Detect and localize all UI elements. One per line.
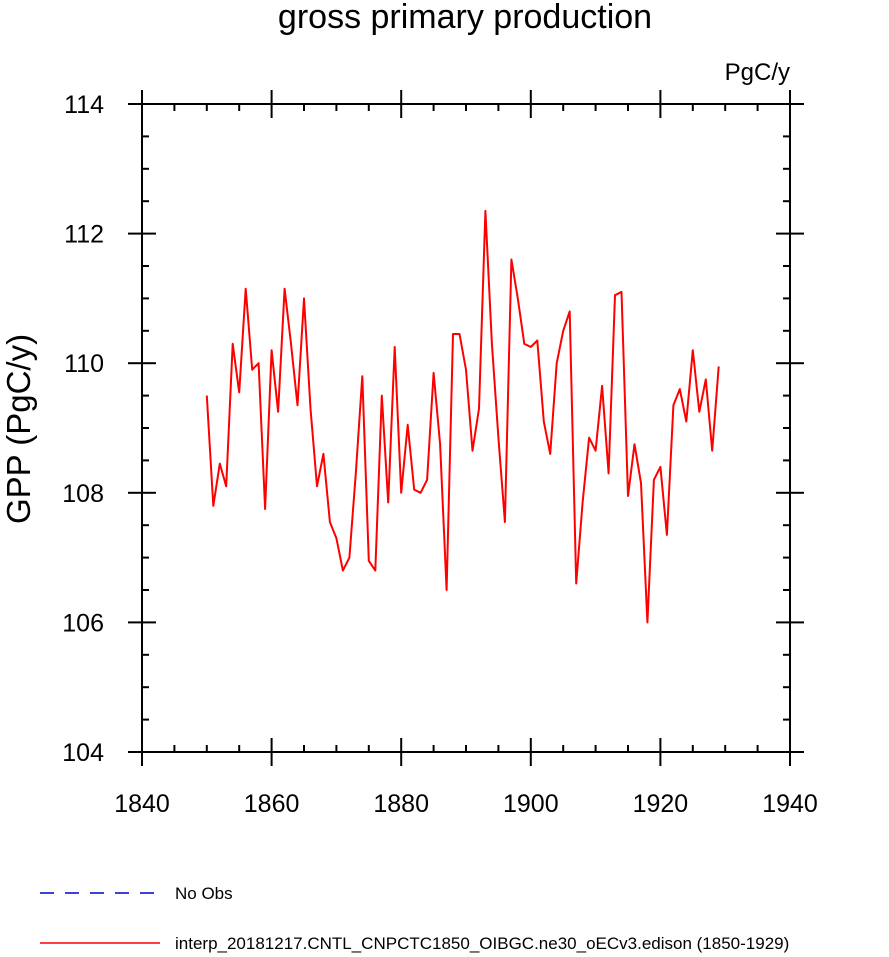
y-axis-label: GPP (PgC/y) [0,334,37,524]
x-tick-label: 1840 [114,790,170,818]
y-tick-label: 106 [62,609,104,637]
y-tick-label: 110 [64,350,104,378]
x-tick-label: 1940 [762,790,818,818]
y-tick-label: 114 [64,91,104,119]
legend: No Obs interp_20181217.CNTL_CNPCTC1850_O… [40,884,789,953]
x-tick-label: 1880 [373,790,429,818]
tick-marks [128,90,804,766]
plot-frame [141,103,791,753]
legend-label-no-obs: No Obs [175,884,233,903]
units-label: PgC/y [725,59,790,86]
x-tick-label: 1900 [503,790,559,818]
y-tick-label: 112 [64,221,104,249]
series-line-0 [205,209,720,624]
legend-label-model: interp_20181217.CNTL_CNPCTC1850_OIBGC.ne… [175,934,789,953]
y-tick-label: 104 [62,739,104,767]
x-tick-label: 1860 [244,790,300,818]
y-tick-label: 108 [62,480,104,508]
tick-labels: 1840 1860 1880 1900 1920 1940 104 106 108 110 112 1… [62,91,818,818]
x-tick-label: 1920 [633,790,689,818]
data-series [205,209,720,624]
chart-title: gross primary production [278,0,652,36]
